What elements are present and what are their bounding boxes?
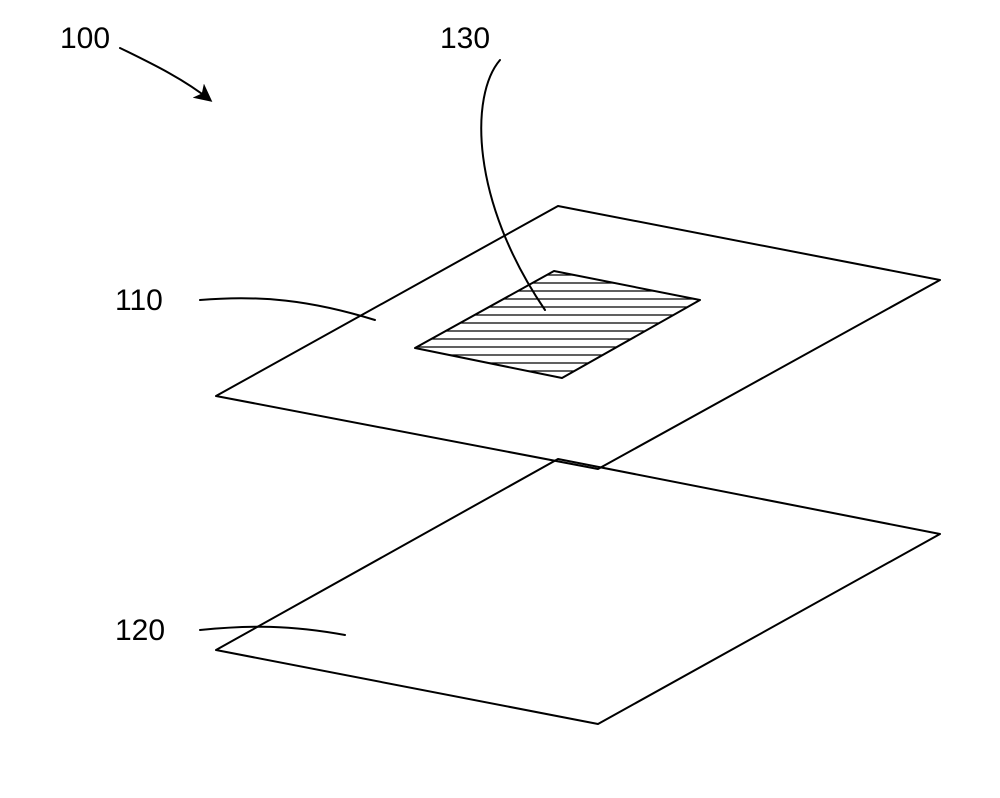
- leader-upper: [200, 298, 375, 320]
- patch-outline: [415, 271, 700, 378]
- upper-plate: [216, 206, 940, 469]
- leader-lower: [200, 627, 345, 635]
- leader-assembly-arrow: [120, 48, 210, 100]
- label-lower-plate: 120: [115, 614, 165, 647]
- label-assembly: 100: [60, 22, 110, 55]
- lower-plate: [216, 459, 940, 724]
- label-patch: 130: [440, 22, 490, 55]
- leader-patch: [481, 60, 545, 310]
- label-upper-plate: 110: [115, 284, 163, 317]
